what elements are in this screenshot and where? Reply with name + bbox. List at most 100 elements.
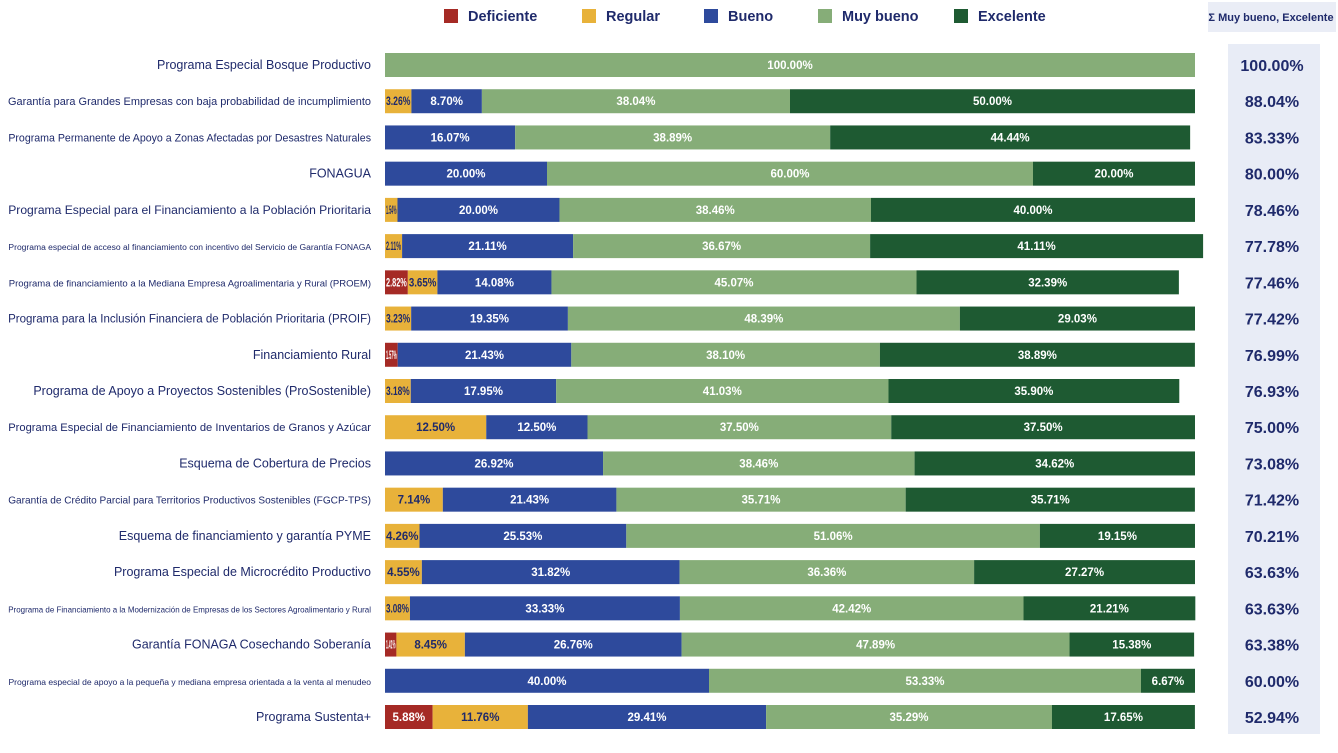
- total-value: 71.42%: [1245, 493, 1299, 510]
- bar-segment-excelente: [870, 234, 1204, 259]
- total-value: 77.78%: [1245, 239, 1299, 256]
- data-label: 40.00%: [527, 676, 566, 688]
- total-column-bg: [1228, 44, 1320, 734]
- bar-segment-excelente: [888, 379, 1180, 403]
- data-label: 19.35%: [470, 314, 509, 326]
- bar-segment-muy-bueno: [481, 89, 790, 114]
- bar-segment-bueno: [437, 270, 552, 295]
- data-label: 31.82%: [531, 567, 570, 579]
- data-label: 3.08%: [386, 603, 409, 615]
- data-label: 41.11%: [1017, 241, 1055, 253]
- bar-segment-deficiente: [385, 342, 398, 367]
- bar-segment-muy-bueno: [385, 53, 1195, 77]
- category-label: Garantía de Crédito Parcial para Territo…: [8, 496, 371, 507]
- bar-segment-muy-bueno: [547, 161, 1033, 186]
- data-label: 60.00%: [770, 169, 809, 181]
- data-label: 3.23%: [386, 314, 410, 326]
- chart-row: Garantía para Grandes Empresas con baja …: [8, 89, 1299, 114]
- bar-segment-regular: [396, 632, 465, 657]
- bar-segment-excelente: [879, 342, 1195, 367]
- total-value: 100.00%: [1240, 58, 1303, 75]
- bar-segment-muy-bueno: [567, 306, 960, 331]
- total-header: Σ Muy bueno, Excelente: [1208, 12, 1333, 24]
- data-label: 21.11%: [468, 241, 506, 253]
- chart-row: Programa Sustenta+ 5.88% 11.76% 29.41% 35.29…: [256, 705, 1299, 729]
- data-label: 3.65%: [409, 277, 437, 289]
- category-label: Programa para la Inclusión Financiera de…: [8, 314, 371, 326]
- data-label: 35.71%: [1031, 495, 1070, 507]
- bar-segment-excelente: [914, 451, 1195, 476]
- total-header-bg: [1208, 2, 1336, 32]
- chart-row: Programa de Financiamiento a la Moderniz…: [8, 596, 1299, 621]
- data-label: 6.67%: [1152, 676, 1185, 688]
- bar-segment-muy-bueno: [616, 487, 906, 512]
- chart-row: Programa de financiamiento a la Mediana …: [9, 270, 1299, 295]
- data-label: 51.06%: [814, 531, 853, 543]
- data-label: 11.76%: [461, 712, 499, 724]
- data-label: 3.26%: [386, 96, 410, 108]
- bar-segment-excelente: [1039, 523, 1195, 548]
- data-label: 2.82%: [386, 277, 407, 289]
- data-label: 2.11%: [386, 241, 401, 253]
- bar-segment-excelente: [959, 306, 1195, 331]
- chart-row: Programa Especial de Financiamiento de I…: [8, 415, 1299, 440]
- bar-segment-deficiente: [385, 632, 397, 657]
- data-label: 40.00%: [1013, 205, 1052, 217]
- data-label: 41.03%: [703, 386, 742, 398]
- data-label: 34.62%: [1035, 458, 1074, 470]
- data-label: 20.00%: [1094, 169, 1133, 181]
- bar-segment-muy-bueno: [681, 632, 1070, 657]
- data-label: 19.15%: [1098, 531, 1137, 543]
- bar-segment-muy-bueno: [709, 668, 1141, 693]
- data-label: 38.46%: [739, 458, 778, 470]
- category-label: Programa especial de apoyo a la pequeña …: [8, 677, 371, 687]
- category-label: Programa Sustenta+: [256, 710, 371, 724]
- bar-segment-bueno: [421, 560, 680, 585]
- bar-segment-muy-bueno: [679, 596, 1024, 621]
- bar-segment-excelente: [830, 125, 1191, 150]
- category-label: Esquema de financiamiento y garantía PYM…: [119, 529, 371, 543]
- data-label: 8.70%: [430, 96, 463, 108]
- data-label: 1.54%: [386, 205, 396, 217]
- bar-segment-muy-bueno: [551, 270, 917, 295]
- category-label: Programa Especial de Microcrédito Produc…: [114, 565, 371, 579]
- total-value: 63.63%: [1245, 601, 1299, 618]
- total-value: 76.93%: [1245, 384, 1299, 401]
- data-label: 100.00%: [767, 60, 812, 72]
- data-label: 38.04%: [616, 96, 655, 108]
- data-label: 26.76%: [554, 640, 593, 652]
- chart-row: Garantía FONAGA Cosechando Soberanía 1.41…: [132, 632, 1299, 657]
- legend-label-bueno: Bueno: [728, 9, 773, 25]
- data-label: 20.00%: [446, 169, 485, 181]
- category-label: Esquema de Cobertura de Precios: [179, 456, 371, 470]
- data-label: 7.14%: [398, 495, 431, 507]
- data-label: 48.39%: [744, 314, 783, 326]
- data-label: 42.42%: [832, 603, 871, 615]
- total-value: 75.00%: [1245, 420, 1299, 437]
- bar-segment-excelente: [1069, 632, 1195, 657]
- chart-row: Financiamiento Rural 1.57% 21.43% 38.10% 38.…: [253, 342, 1299, 367]
- legend-swatch-excelente: [954, 9, 968, 23]
- category-label: Programa Especial Bosque Productivo: [157, 58, 371, 72]
- chart-legend: Deficiente Regular Bueno Muy bueno Excelente: [444, 9, 1046, 25]
- bar-segment-bueno: [411, 89, 482, 114]
- data-label: 17.65%: [1104, 712, 1143, 724]
- bar-segment-deficiente: [385, 705, 433, 729]
- data-label: 32.39%: [1028, 277, 1067, 289]
- data-label: 16.07%: [431, 132, 470, 144]
- legend-swatch-deficiente: [444, 9, 458, 23]
- bar-segment-muy-bueno: [559, 197, 871, 222]
- bar-segment-bueno: [486, 415, 588, 440]
- category-label: Programa de Apoyo a Proyectos Sostenible…: [33, 384, 371, 398]
- data-label: 12.50%: [416, 422, 455, 434]
- bar-segment-muy-bueno: [556, 379, 889, 403]
- data-label: 35.29%: [890, 712, 929, 724]
- total-value: 73.08%: [1245, 456, 1299, 473]
- data-label: 5.88%: [393, 712, 426, 724]
- bar-segment-bueno: [397, 197, 560, 222]
- data-label: 14.08%: [475, 277, 514, 289]
- category-label: Financiamiento Rural: [253, 348, 371, 362]
- bar-segment-bueno: [410, 379, 557, 403]
- chart-rows: Programa Especial Bosque Productivo 100.0…: [8, 53, 1304, 729]
- bar-segment-muy-bueno: [679, 560, 975, 585]
